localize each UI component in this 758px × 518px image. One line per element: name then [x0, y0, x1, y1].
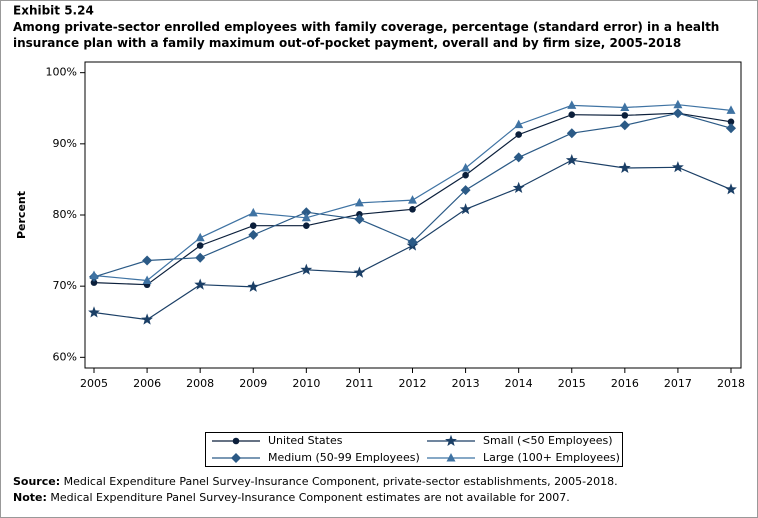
point — [142, 275, 152, 284]
point — [565, 154, 578, 166]
point — [672, 108, 683, 119]
x-tick-label: 2018 — [717, 377, 745, 390]
point — [142, 255, 153, 266]
point — [515, 131, 522, 138]
source-label: Source: — [13, 475, 60, 488]
point — [89, 270, 99, 279]
x-tick-label: 2008 — [186, 377, 214, 390]
point — [460, 185, 471, 196]
point — [194, 278, 207, 290]
legend-label: Medium (50-99 Employees) — [268, 451, 420, 464]
source-text: Medical Expenditure Panel Survey-Insuran… — [64, 475, 618, 488]
point — [301, 207, 312, 218]
point — [620, 102, 630, 111]
point — [248, 229, 259, 240]
point — [514, 119, 524, 129]
x-tick-label: 2013 — [452, 377, 480, 390]
point — [409, 206, 416, 213]
x-tick-label: 2005 — [80, 377, 108, 390]
x-tick-label: 2006 — [133, 377, 161, 390]
point — [408, 195, 417, 204]
x-tick-label: 2011 — [345, 377, 373, 390]
point — [196, 242, 204, 249]
x-tick-label: 2009 — [239, 377, 267, 390]
point — [459, 203, 472, 215]
y-axis-label: Percent — [15, 191, 28, 239]
exhibit-label: Exhibit 5.24 — [13, 4, 94, 18]
point — [726, 123, 736, 134]
legend-marker — [231, 453, 241, 463]
y-tick-label: 60% — [53, 350, 77, 363]
point — [195, 252, 206, 263]
point — [247, 280, 260, 292]
point — [673, 99, 683, 109]
point — [195, 232, 205, 242]
y-tick-label: 70% — [53, 279, 77, 292]
x-tick-label: 2012 — [399, 377, 427, 390]
point — [618, 161, 631, 173]
x-tick-label: 2014 — [505, 377, 533, 390]
legend-marker — [445, 434, 457, 446]
point — [249, 222, 257, 229]
point — [462, 171, 469, 179]
legend-label: Large (100+ Employees) — [483, 451, 620, 464]
legend — [205, 432, 623, 467]
x-tick-label: 2015 — [558, 377, 586, 390]
point — [353, 266, 366, 278]
x-tick-label: 2010 — [292, 377, 320, 390]
x-tick-label: 2016 — [611, 377, 639, 390]
x-tick-label: 2017 — [664, 377, 692, 390]
point — [301, 212, 311, 222]
legend-label: United States — [268, 434, 343, 447]
point — [303, 222, 310, 229]
point — [90, 279, 98, 286]
note-label: Note: — [13, 491, 47, 504]
legend-marker — [232, 437, 240, 445]
note-text: Medical Expenditure Panel Survey-Insuran… — [50, 491, 569, 504]
legend-label: Small (<50 Employees) — [483, 434, 613, 447]
point — [727, 118, 735, 126]
point — [248, 207, 258, 217]
point — [354, 197, 364, 207]
point — [566, 128, 577, 139]
point — [672, 161, 684, 173]
note: Note: Medical Expenditure Panel Survey-I… — [13, 491, 570, 504]
point — [88, 306, 100, 318]
point — [726, 105, 736, 114]
y-tick-label: 80% — [53, 208, 77, 221]
point — [568, 111, 576, 118]
point — [461, 163, 471, 172]
point — [407, 237, 418, 247]
y-tick-label: 90% — [53, 137, 77, 150]
point — [512, 181, 525, 193]
point — [567, 100, 577, 109]
legend-marker — [446, 453, 456, 462]
source: Source: Medical Expenditure Panel Survey… — [13, 475, 618, 488]
point — [619, 120, 630, 131]
chart-title: Among private-sector enrolled employees … — [13, 20, 719, 50]
point — [513, 152, 524, 163]
y-tick-label: 100% — [46, 66, 77, 79]
point — [300, 263, 313, 275]
point — [621, 112, 629, 119]
point — [725, 183, 737, 195]
point — [141, 313, 153, 325]
point — [354, 214, 365, 225]
